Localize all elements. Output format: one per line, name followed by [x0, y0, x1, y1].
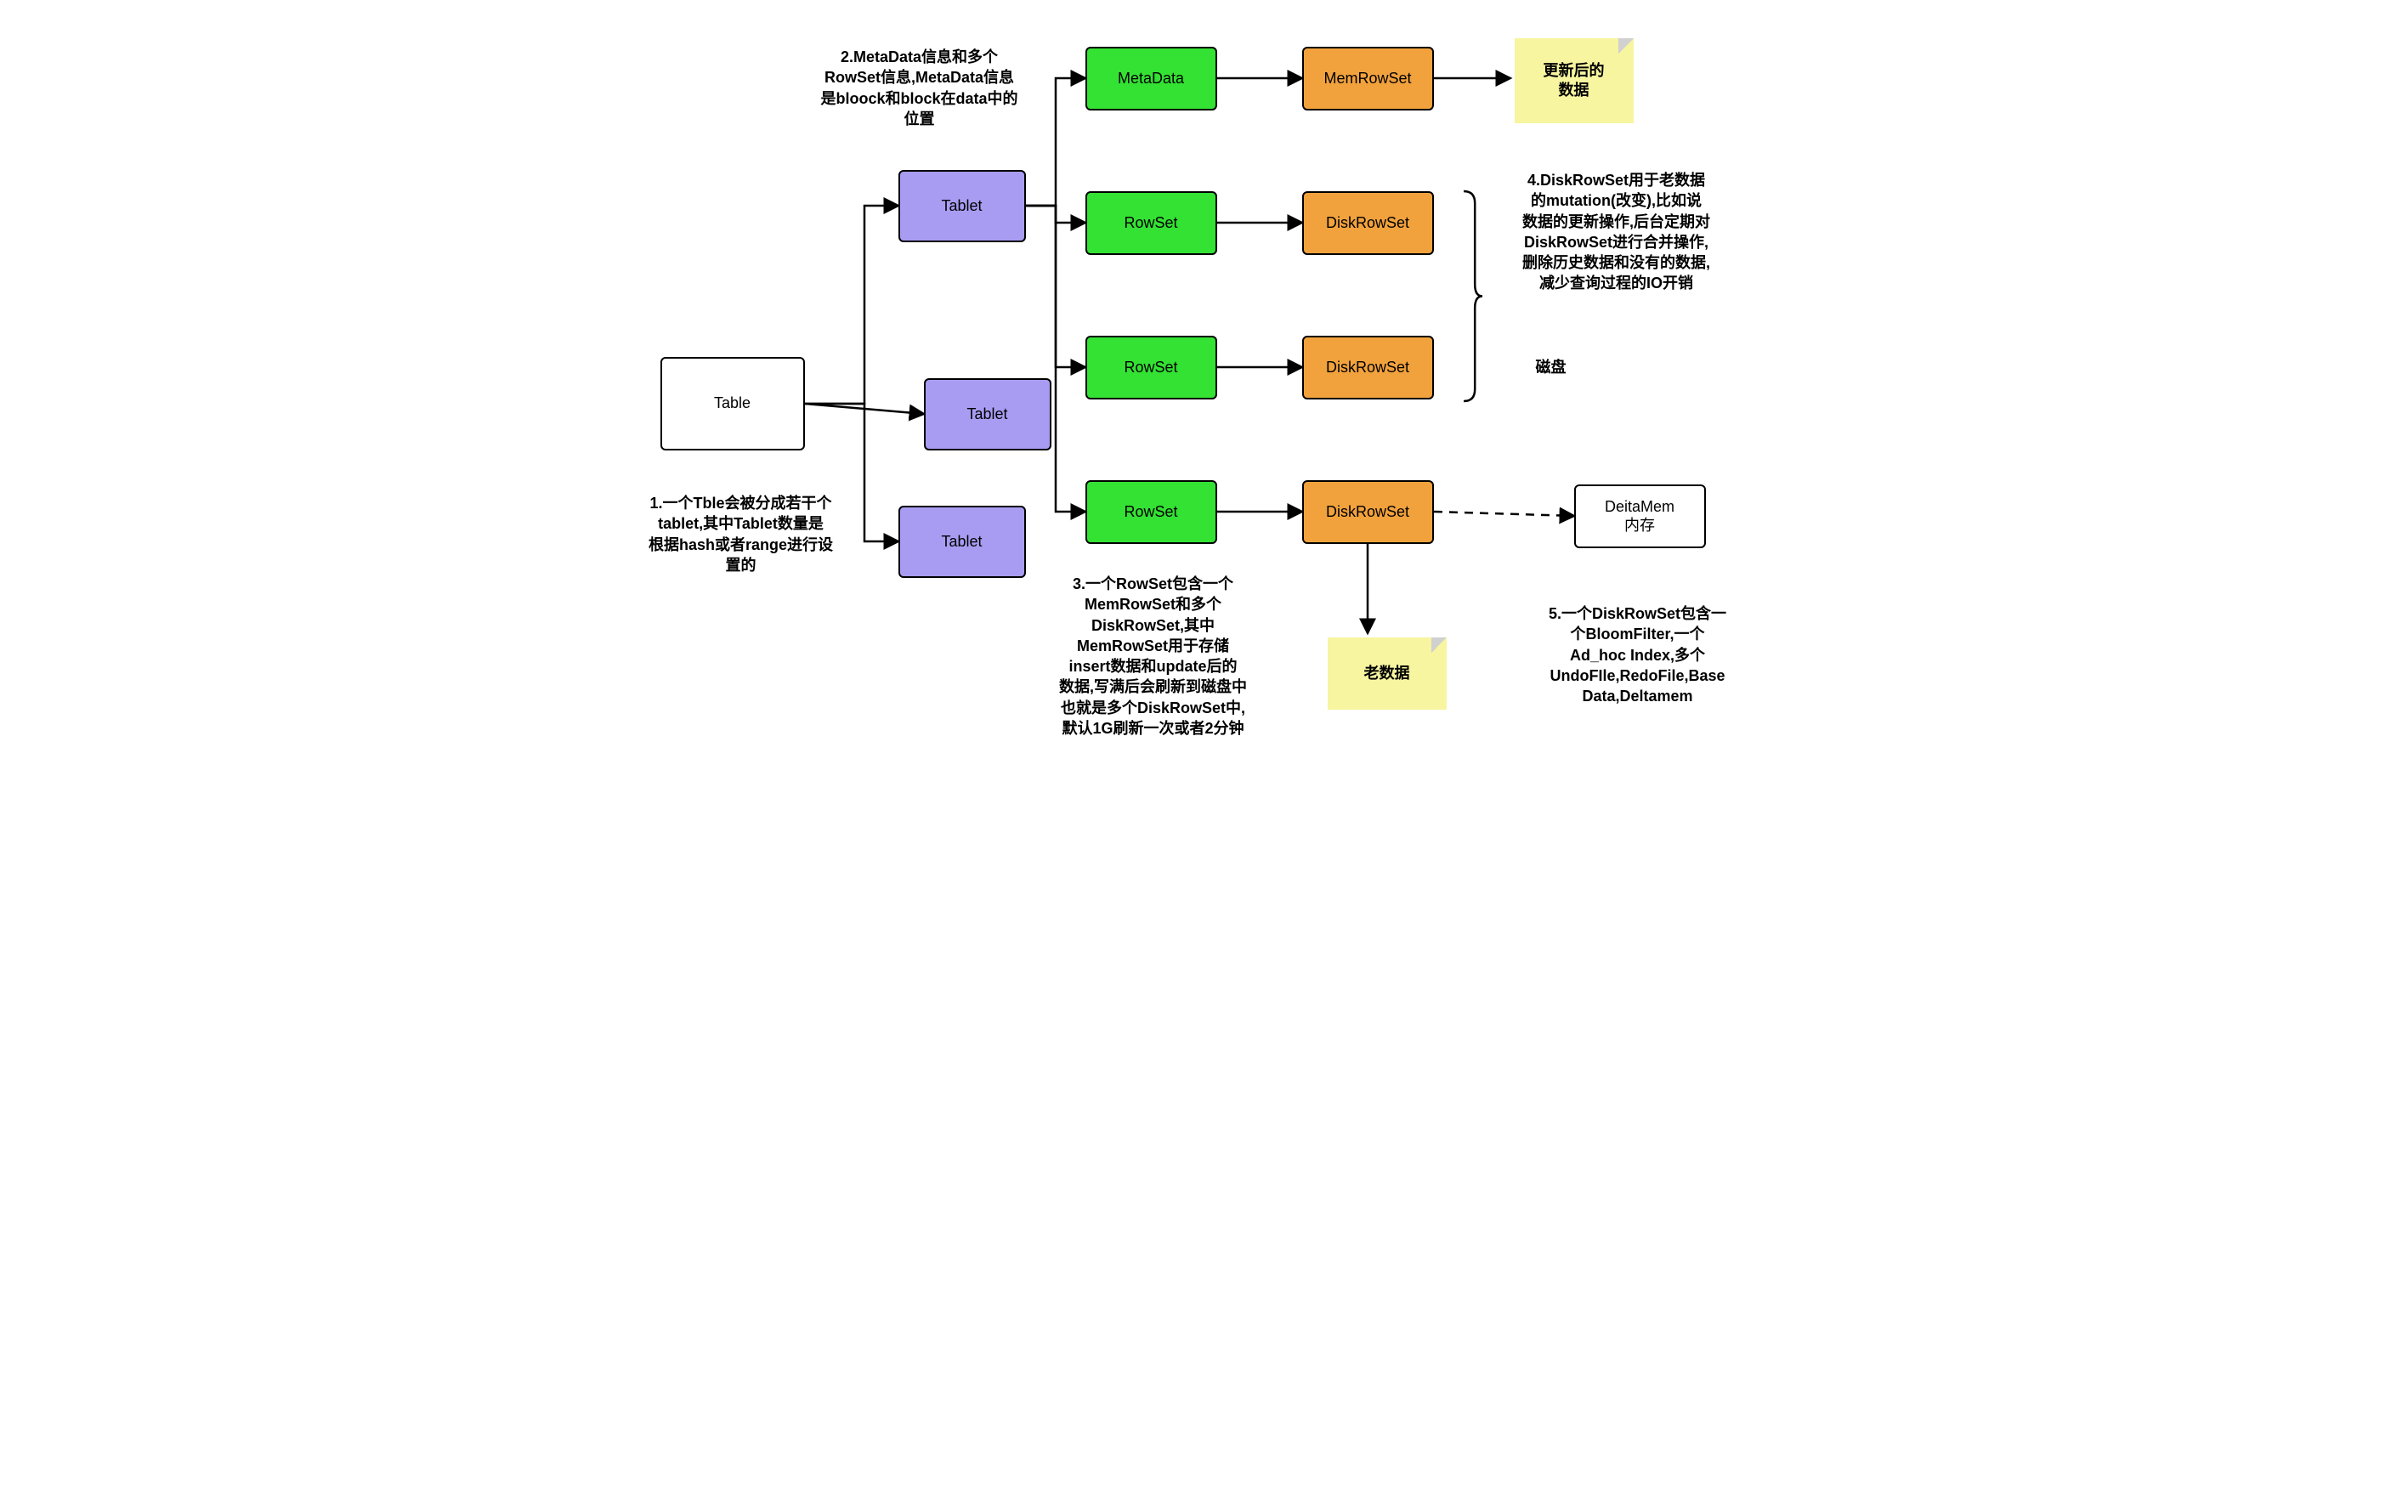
edge-tablet1-rowset3	[1026, 206, 1085, 512]
node-memrowset: MemRowSet	[1302, 47, 1434, 110]
label-disk: 磁盘	[1536, 355, 1567, 377]
note-n4: 4.DiskRowSet用于老数据 的mutation(改变),比如说 数据的更…	[1498, 170, 1736, 294]
note-n5: 5.一个DiskRowSet包含一 个BloomFilter,一个 Ad_hoc…	[1523, 603, 1753, 706]
diagram-canvas: Table Tablet Tablet Tablet MetaData RowSet Row…	[609, 0, 1799, 748]
edge-table-tablet1	[805, 206, 898, 404]
node-tablet2: Tablet	[924, 378, 1051, 450]
note-n3: 3.一个RowSet包含一个 MemRowSet和多个 DiskRowSet,其…	[1034, 574, 1272, 739]
note-n1: 1.一个Tble会被分成若干个 tablet,其中Tablet数量是 根据has…	[626, 493, 856, 575]
node-diskrow3: DiskRowSet	[1302, 480, 1434, 544]
node-tablet3: Tablet	[898, 506, 1026, 578]
edge-tablet1-rowset1	[1026, 206, 1085, 223]
node-metadata: MetaData	[1085, 47, 1217, 110]
node-table: Table	[660, 357, 805, 450]
node-diskrow2: DiskRowSet	[1302, 336, 1434, 399]
node-tablet1: Tablet	[898, 170, 1026, 242]
node-rowset3: RowSet	[1085, 480, 1217, 544]
sticky-updated: 更新后的 数据	[1515, 38, 1634, 123]
edge-table-tablet2	[805, 404, 924, 414]
node-rowset1: RowSet	[1085, 191, 1217, 255]
node-deitamem: DeitaMem 内存	[1574, 484, 1706, 548]
brace	[1464, 191, 1482, 401]
node-diskrow1: DiskRowSet	[1302, 191, 1434, 255]
edge-tablet1-rowset2	[1026, 206, 1085, 367]
note-n2: 2.MetaData信息和多个 RowSet信息,MetaData信息 是blo…	[801, 47, 1039, 129]
node-rowset2: RowSet	[1085, 336, 1217, 399]
sticky-olddata: 老数据	[1328, 637, 1447, 710]
edge-disk3-deitamem	[1434, 512, 1574, 516]
